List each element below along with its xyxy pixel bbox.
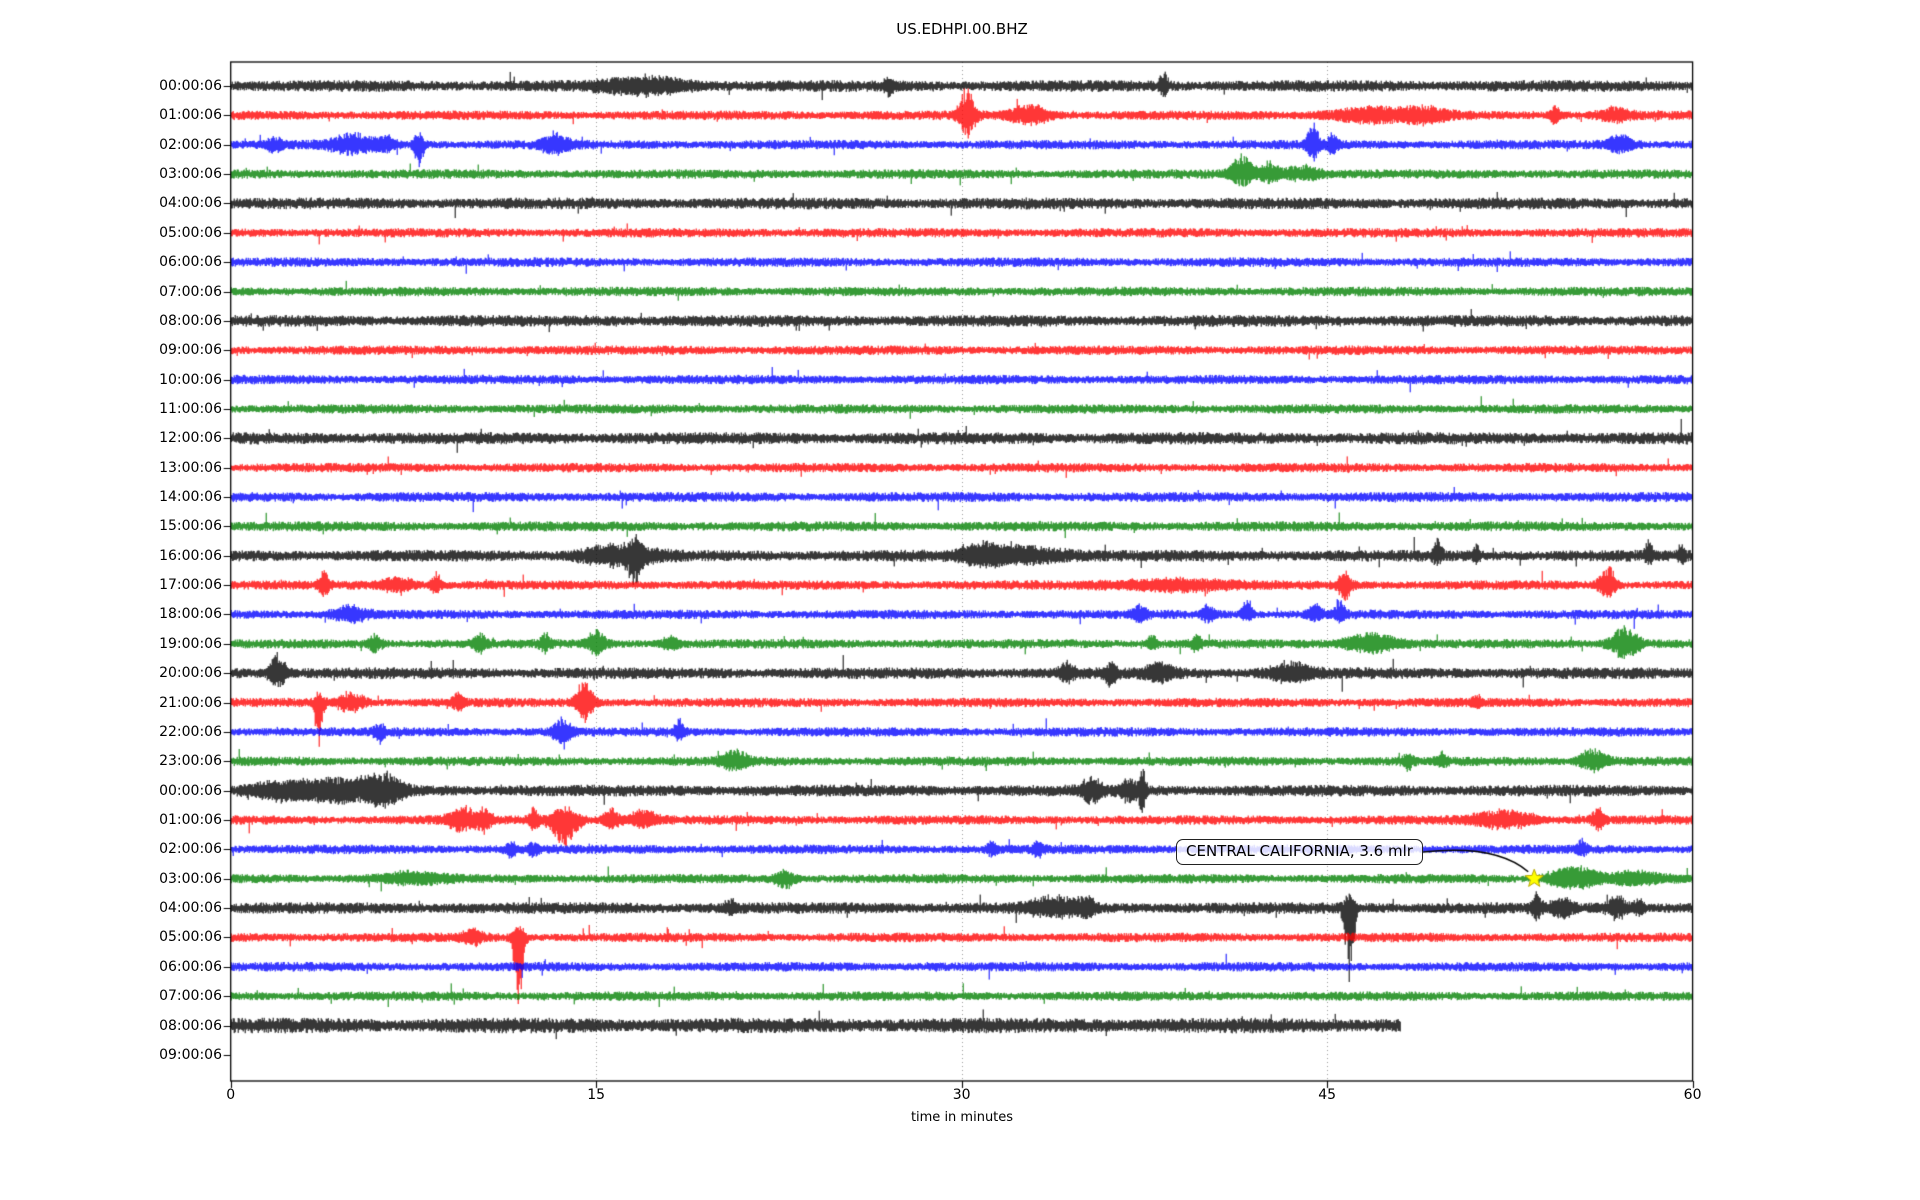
x-axis-tick-label: 45 [1318, 1087, 1337, 1103]
y-axis-label: 05:00:06 [159, 224, 222, 241]
y-axis-label: 13:00:06 [159, 459, 222, 476]
y-axis-label: 02:00:06 [159, 136, 222, 153]
y-axis-label: 02:00:06 [159, 841, 222, 858]
y-axis-label: 22:00:06 [159, 723, 222, 740]
y-axis-label: 03:00:06 [159, 166, 222, 183]
event-annotation-box: CENTRAL CALIFORNIA, 3.6 mlr [1176, 839, 1423, 865]
y-axis-label: 09:00:06 [159, 342, 222, 359]
y-axis-label: 16:00:06 [159, 547, 222, 564]
y-axis-label: 04:00:06 [159, 900, 222, 917]
x-axis-tick-label: 0 [226, 1087, 236, 1103]
y-axis-labels: 00:00:06 01:00:06 02:00:06 03:00:06 04:00:06… [0, 0, 222, 1200]
y-axis-label: 17:00:06 [159, 577, 222, 594]
y-axis-label: 12:00:06 [159, 430, 222, 447]
y-axis-label: 10:00:06 [159, 371, 222, 388]
y-axis-label: 00:00:06 [159, 78, 222, 94]
y-axis-label: 07:00:06 [159, 283, 222, 300]
y-axis-label: 05:00:06 [159, 929, 222, 946]
y-axis-label: 14:00:06 [159, 489, 222, 506]
y-axis-label: 03:00:06 [159, 870, 222, 887]
y-axis-label: 00:00:06 [159, 782, 222, 799]
y-axis-label: 11:00:06 [159, 400, 222, 417]
y-axis-label: 15:00:06 [159, 518, 222, 535]
y-axis-label: 06:00:06 [159, 958, 222, 975]
y-axis-label: 08:00:06 [159, 312, 222, 329]
y-axis-label: 06:00:06 [159, 254, 222, 271]
y-axis-label: 08:00:06 [159, 1017, 222, 1034]
y-axis-label: 23:00:06 [159, 753, 222, 770]
y-axis-label: 20:00:06 [159, 665, 222, 682]
x-axis-tick-label: 60 [1683, 1087, 1702, 1103]
y-axis-label: 01:00:06 [159, 107, 222, 124]
x-axis-title: time in minutes [910, 1110, 1014, 1125]
page-title: US.EDHPI.00.BHZ [896, 20, 1028, 38]
y-axis-label: 04:00:06 [159, 195, 222, 212]
x-axis-tick-label: 15 [587, 1087, 606, 1103]
event-annotation-label: CENTRAL CALIFORNIA, 3.6 mlr [1186, 842, 1413, 860]
y-axis-label: 07:00:06 [159, 988, 222, 1005]
y-axis-label: 09:00:06 [159, 1046, 222, 1063]
y-axis-label: 21:00:06 [159, 694, 222, 711]
x-axis-tick-label: 30 [952, 1087, 971, 1103]
y-axis-label: 18:00:06 [159, 606, 222, 623]
y-axis-label: 19:00:06 [159, 635, 222, 652]
y-axis-label: 01:00:06 [159, 812, 222, 828]
